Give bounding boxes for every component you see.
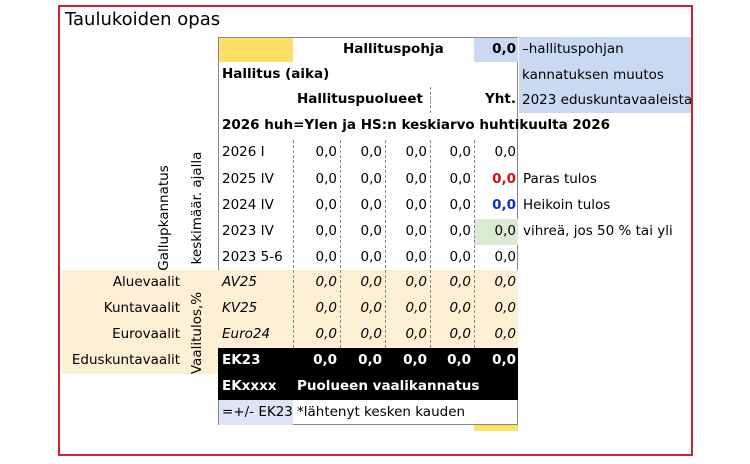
value: 0,0: [449, 249, 471, 265]
dash-line: [385, 140, 386, 348]
black-rows: [218, 348, 518, 400]
header-source: 2026 huh=Ylen ja HS:n keskiarvo huhtikuu…: [222, 117, 610, 133]
value: 0,0: [449, 223, 471, 239]
value: 0,0: [405, 249, 427, 265]
dash-line: [430, 87, 431, 113]
value: 0,0: [360, 274, 382, 290]
row-label: EK23: [222, 352, 261, 368]
header-label: Hallituspuolueet: [297, 91, 423, 107]
value: 0,0: [494, 326, 516, 342]
value: 0,0: [494, 144, 516, 160]
value: 0,0: [449, 197, 471, 213]
election-side-bg: [62, 348, 218, 374]
value: 0,0: [492, 352, 516, 368]
value: 0,0: [494, 274, 516, 290]
diff-bg: [219, 400, 293, 425]
dash-line: [430, 140, 431, 348]
value: 0,0: [315, 144, 337, 160]
footer-label: Puolueen vaalikannatus: [297, 378, 480, 394]
comment: Heikoin tulos: [523, 197, 611, 213]
value: 0,0: [405, 274, 427, 290]
value: 0,0: [313, 352, 337, 368]
value: 0,0: [449, 274, 471, 290]
title: Taulukoiden opas: [65, 9, 221, 30]
value: 0,0: [449, 171, 471, 187]
note: 2023 eduskuntavaaleista: [522, 92, 693, 108]
header-label: Yht.: [485, 91, 516, 107]
row-label: 2024 IV: [222, 197, 274, 213]
value: 0,0: [315, 223, 337, 239]
value: 0,0: [494, 249, 516, 265]
row-label: AV25: [222, 274, 257, 290]
value: 0,0: [360, 197, 382, 213]
dash-line: [293, 140, 294, 348]
header-label: Hallituspohja: [343, 41, 444, 57]
value: 0,0: [315, 326, 337, 342]
value: 0,0: [315, 249, 337, 265]
value: 0,0: [315, 197, 337, 213]
value: 0,0: [360, 171, 382, 187]
election-name: Eduskuntavaalit: [71, 352, 180, 368]
value: 0,0: [449, 300, 471, 316]
row-label: 2026 I: [222, 144, 265, 160]
value: 0,0: [492, 171, 516, 187]
value: 0,0: [315, 300, 337, 316]
yellow-mark: [474, 425, 518, 431]
value: 0,0: [494, 300, 516, 316]
value: 0,0: [494, 223, 516, 239]
side-label: keskimäär. ajalla: [189, 151, 205, 265]
note: –hallituspohjan: [522, 41, 624, 57]
value: 0,0: [315, 274, 337, 290]
side-label: Gallupkannatus: [156, 165, 172, 271]
value: 0,0: [358, 352, 382, 368]
value: 0,0: [360, 300, 382, 316]
side-label: Vaalitulos,%: [189, 291, 205, 375]
value: 0,0: [405, 326, 427, 342]
value: 0,0: [403, 352, 427, 368]
comment: Paras tulos: [523, 171, 597, 187]
value: 0,0: [492, 197, 516, 213]
row-label: 2023 5-6: [222, 249, 283, 265]
yellow-cell: [219, 38, 293, 62]
value: 0,0: [360, 249, 382, 265]
footer-note: *lähtenyt kesken kauden: [297, 404, 466, 420]
note-bg: [519, 37, 691, 113]
header-total: 0,0: [492, 41, 516, 57]
value: 0,0: [405, 300, 427, 316]
election-name: Aluevaalit: [112, 274, 180, 290]
dash-line: [474, 140, 475, 348]
row-label: 2025 IV: [222, 171, 274, 187]
dash-line: [340, 140, 341, 348]
value: 0,0: [360, 223, 382, 239]
value: 0,0: [405, 144, 427, 160]
value: 0,0: [360, 326, 382, 342]
value: 0,0: [405, 197, 427, 213]
footer-label: EKxxxx: [222, 378, 277, 394]
header-label: Hallitus (aika): [222, 66, 330, 82]
value: 0,0: [405, 171, 427, 187]
comment: vihreä, jos 50 % tai yli: [523, 223, 673, 239]
blue-cell: [474, 38, 518, 62]
value: 0,0: [405, 223, 427, 239]
footer-label: =+/- EK23: [222, 404, 293, 420]
note: kannatuksen muutos: [522, 66, 664, 83]
value: 0,0: [447, 352, 471, 368]
value: 0,0: [360, 144, 382, 160]
value: 0,0: [449, 326, 471, 342]
row-label: 2023 IV: [222, 223, 274, 239]
green-cell: [474, 219, 518, 245]
value: 0,0: [315, 171, 337, 187]
row-label: Euro24: [222, 326, 271, 342]
row-label: KV25: [222, 300, 258, 316]
value: 0,0: [449, 144, 471, 160]
election-bg: [62, 270, 518, 348]
election-name: Kuntavaalit: [103, 300, 180, 316]
frame: [58, 5, 693, 456]
election-name: Eurovaalit: [112, 326, 180, 342]
